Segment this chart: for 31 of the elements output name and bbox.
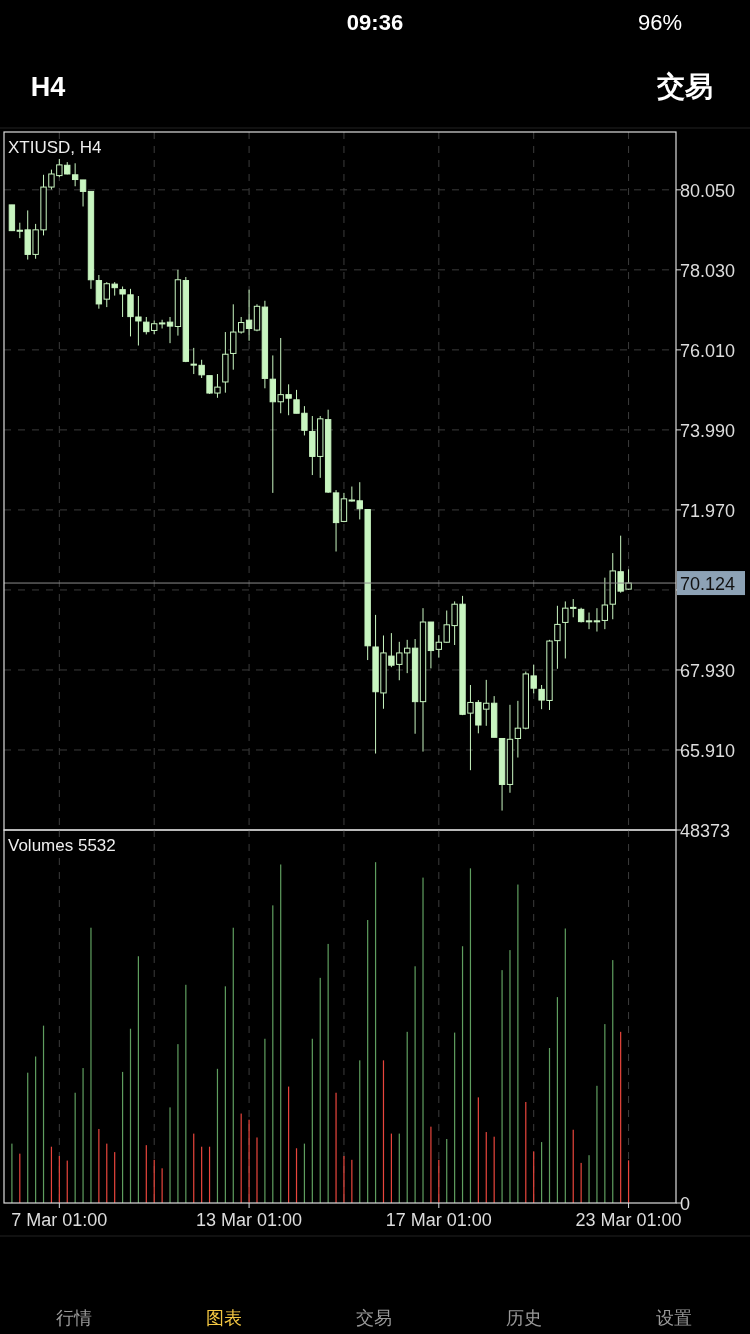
text: H4 bbox=[30, 72, 66, 102]
candlestick bbox=[593, 607, 601, 633]
y-tick-label: 65.910 bbox=[680, 740, 736, 761]
candlestick bbox=[79, 179, 87, 207]
chart-title: Volumes 5532 bbox=[8, 836, 116, 855]
text: 交易 bbox=[656, 71, 713, 102]
text: 设置 bbox=[656, 1308, 692, 1328]
x-tick-label: 17 Mar 01:00 bbox=[385, 1210, 492, 1230]
y-tick-label: 67.930 bbox=[680, 660, 736, 681]
candlestick bbox=[166, 316, 174, 344]
text: 交易 bbox=[356, 1308, 392, 1328]
y-tick-label: 48373 bbox=[680, 821, 731, 841]
text: 图表 bbox=[206, 1308, 242, 1328]
x-tick-label: 23 Mar 01:00 bbox=[575, 1210, 682, 1230]
x-tick-label: 13 Mar 01:00 bbox=[196, 1210, 303, 1230]
y-tick-label: 76.010 bbox=[680, 340, 736, 361]
y-tick-label: 80.050 bbox=[680, 180, 736, 201]
x-tick-label: 7 Mar 01:00 bbox=[11, 1210, 108, 1230]
y-tick-label: 71.970 bbox=[680, 500, 736, 521]
y-tick-label: 0 bbox=[680, 1194, 691, 1214]
candlestick bbox=[585, 612, 593, 630]
candlestick bbox=[340, 492, 348, 523]
y-tick-label: 78.030 bbox=[680, 260, 736, 281]
text: 历史 bbox=[506, 1308, 542, 1328]
candlestick bbox=[253, 303, 261, 332]
text: 96% bbox=[637, 10, 683, 35]
y-tick-label: 73.990 bbox=[680, 420, 736, 441]
text: 行情 bbox=[56, 1308, 92, 1328]
ref-line-label: 70.124 bbox=[680, 574, 736, 595]
text: 09:36 bbox=[346, 10, 404, 35]
chart-title: XTIUSD, H4 bbox=[8, 138, 102, 157]
